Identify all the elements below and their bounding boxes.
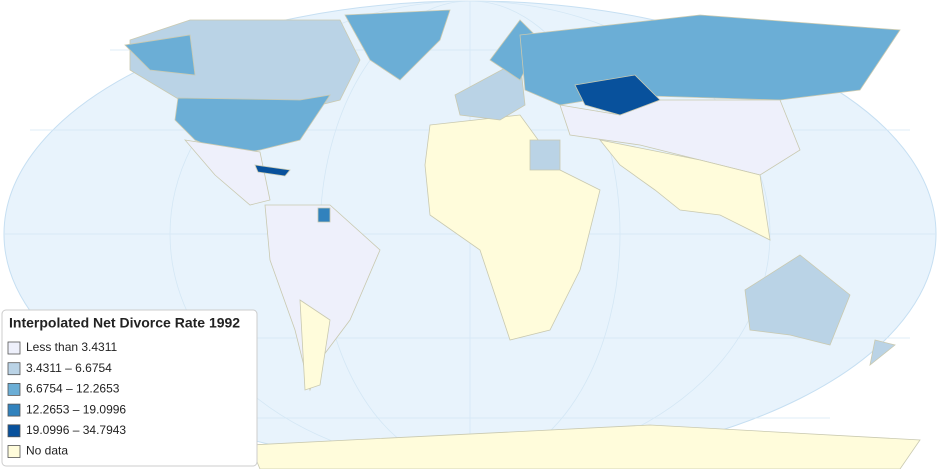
legend-label: 19.0996 – 34.7943	[26, 423, 126, 437]
legend-label: 3.4311 – 6.6754	[26, 361, 112, 375]
legend-label: Less than 3.4311	[26, 340, 118, 354]
country	[254, 164, 291, 177]
country	[317, 207, 331, 223]
legend-swatch	[7, 445, 21, 458]
legend-swatch	[7, 341, 21, 355]
legend: Interpolated Net Divorce Rate 1992 Less …	[1, 309, 258, 467]
country	[519, 14, 901, 106]
countries	[124, 9, 921, 469]
country	[183, 139, 271, 206]
legend-swatch	[7, 424, 21, 438]
country	[574, 74, 661, 116]
legend-swatch	[7, 382, 21, 396]
country	[174, 94, 331, 156]
country	[124, 34, 196, 76]
legend-title: Interpolated Net Divorce Rate 1992	[9, 315, 240, 331]
country	[299, 299, 331, 391]
legend-swatch	[7, 403, 21, 417]
country	[249, 424, 921, 469]
legend-label: 12.2653 – 19.0996	[26, 402, 126, 416]
country	[529, 139, 561, 171]
legend-label: 6.6754 – 12.2653	[26, 382, 120, 396]
legend-label: No data	[26, 444, 68, 458]
country	[744, 254, 851, 346]
country	[599, 139, 771, 241]
country	[869, 339, 896, 366]
country	[344, 9, 451, 81]
legend-box	[1, 309, 258, 467]
legend-swatch	[7, 362, 21, 376]
